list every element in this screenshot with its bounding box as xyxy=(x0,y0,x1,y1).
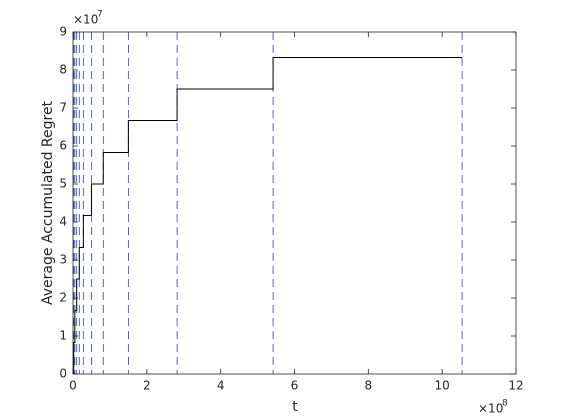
y-tick-label: 2 xyxy=(59,291,67,305)
x-tick-label: 12 xyxy=(508,379,523,393)
x-tick-label: 10 xyxy=(435,379,450,393)
x-multiplier-exponent: 8 xyxy=(502,399,508,409)
x-tick-label: 6 xyxy=(291,379,299,393)
y-tick-label: 4 xyxy=(59,215,67,229)
y-tick-label: 5 xyxy=(59,177,67,191)
y-tick-label: 3 xyxy=(59,253,67,267)
data-line xyxy=(73,56,463,375)
y-axis-label: Average Accumulated Regret xyxy=(40,100,56,305)
x-multiplier-base: ×10 xyxy=(478,402,503,416)
x-tick-label: 0 xyxy=(69,379,77,393)
y-multiplier-exponent: 7 xyxy=(97,10,103,20)
y-tick-label: 7 xyxy=(59,101,67,115)
x-tick-label: 4 xyxy=(217,379,225,393)
y-tick-label: 8 xyxy=(59,63,67,77)
x-axis-label: t xyxy=(292,399,298,415)
x-tick-label: 8 xyxy=(365,379,373,393)
y-tick-label: 9 xyxy=(59,25,67,39)
y-tick-label: 0 xyxy=(59,367,67,381)
y-tick-label: 6 xyxy=(59,139,67,153)
x-tick-label: 2 xyxy=(143,379,151,393)
y-tick-label: 1 xyxy=(59,329,67,343)
y-multiplier-base: ×10 xyxy=(73,13,98,27)
